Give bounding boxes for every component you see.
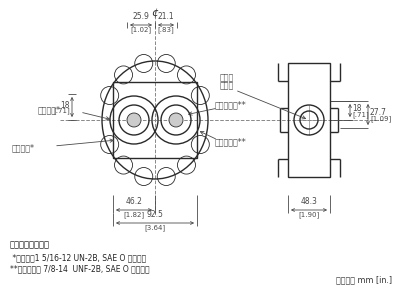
Text: 25.9: 25.9 (132, 12, 150, 21)
Text: [.71]: [.71] (352, 111, 369, 118)
Text: 18: 18 (352, 104, 362, 113)
Text: 92.5: 92.5 (146, 210, 164, 219)
Circle shape (169, 113, 183, 127)
Text: [1.82]: [1.82] (124, 211, 144, 218)
Text: [3.64]: [3.64] (144, 224, 166, 231)
Text: [1.02]: [1.02] (130, 26, 152, 33)
Text: 46.2: 46.2 (126, 197, 142, 206)
Circle shape (127, 113, 141, 127)
Text: 中心线: 中心线 (220, 82, 234, 91)
Bar (288, 63, 330, 177)
Text: 后压力油口**: 后压力油口** (215, 100, 247, 109)
Text: 27.7: 27.7 (370, 108, 387, 117)
Text: 48.3: 48.3 (300, 197, 318, 206)
Text: *吸油口－1 5/16-12 UN-2B, SAE O 形圈油口: *吸油口－1 5/16-12 UN-2B, SAE O 形圈油口 (10, 253, 146, 262)
Text: 侧压力油口**: 侧压力油口** (215, 137, 247, 146)
Text: 全部尺寸 mm [in.]: 全部尺寸 mm [in.] (336, 275, 392, 284)
Text: 侧吸油口*: 侧吸油口* (38, 106, 61, 115)
Text: [.71]: [.71] (53, 108, 70, 114)
Text: [1.90]: [1.90] (298, 211, 320, 218)
Text: 后吸油口*: 后吸油口* (12, 143, 35, 152)
Text: 图示为逆时针旋转: 图示为逆时针旋转 (10, 240, 50, 249)
Bar (113, 82, 197, 158)
Text: 18: 18 (60, 100, 70, 109)
Text: 驱动轴: 驱动轴 (220, 74, 234, 82)
Text: [1.09]: [1.09] (370, 115, 391, 122)
Text: [.83]: [.83] (158, 26, 174, 33)
Text: ¢: ¢ (152, 8, 158, 18)
Text: 21.1: 21.1 (158, 12, 174, 21)
Text: **压力油口－ 7/8-14  UNF-2B, SAE O 形圈油口: **压力油口－ 7/8-14 UNF-2B, SAE O 形圈油口 (10, 264, 150, 273)
